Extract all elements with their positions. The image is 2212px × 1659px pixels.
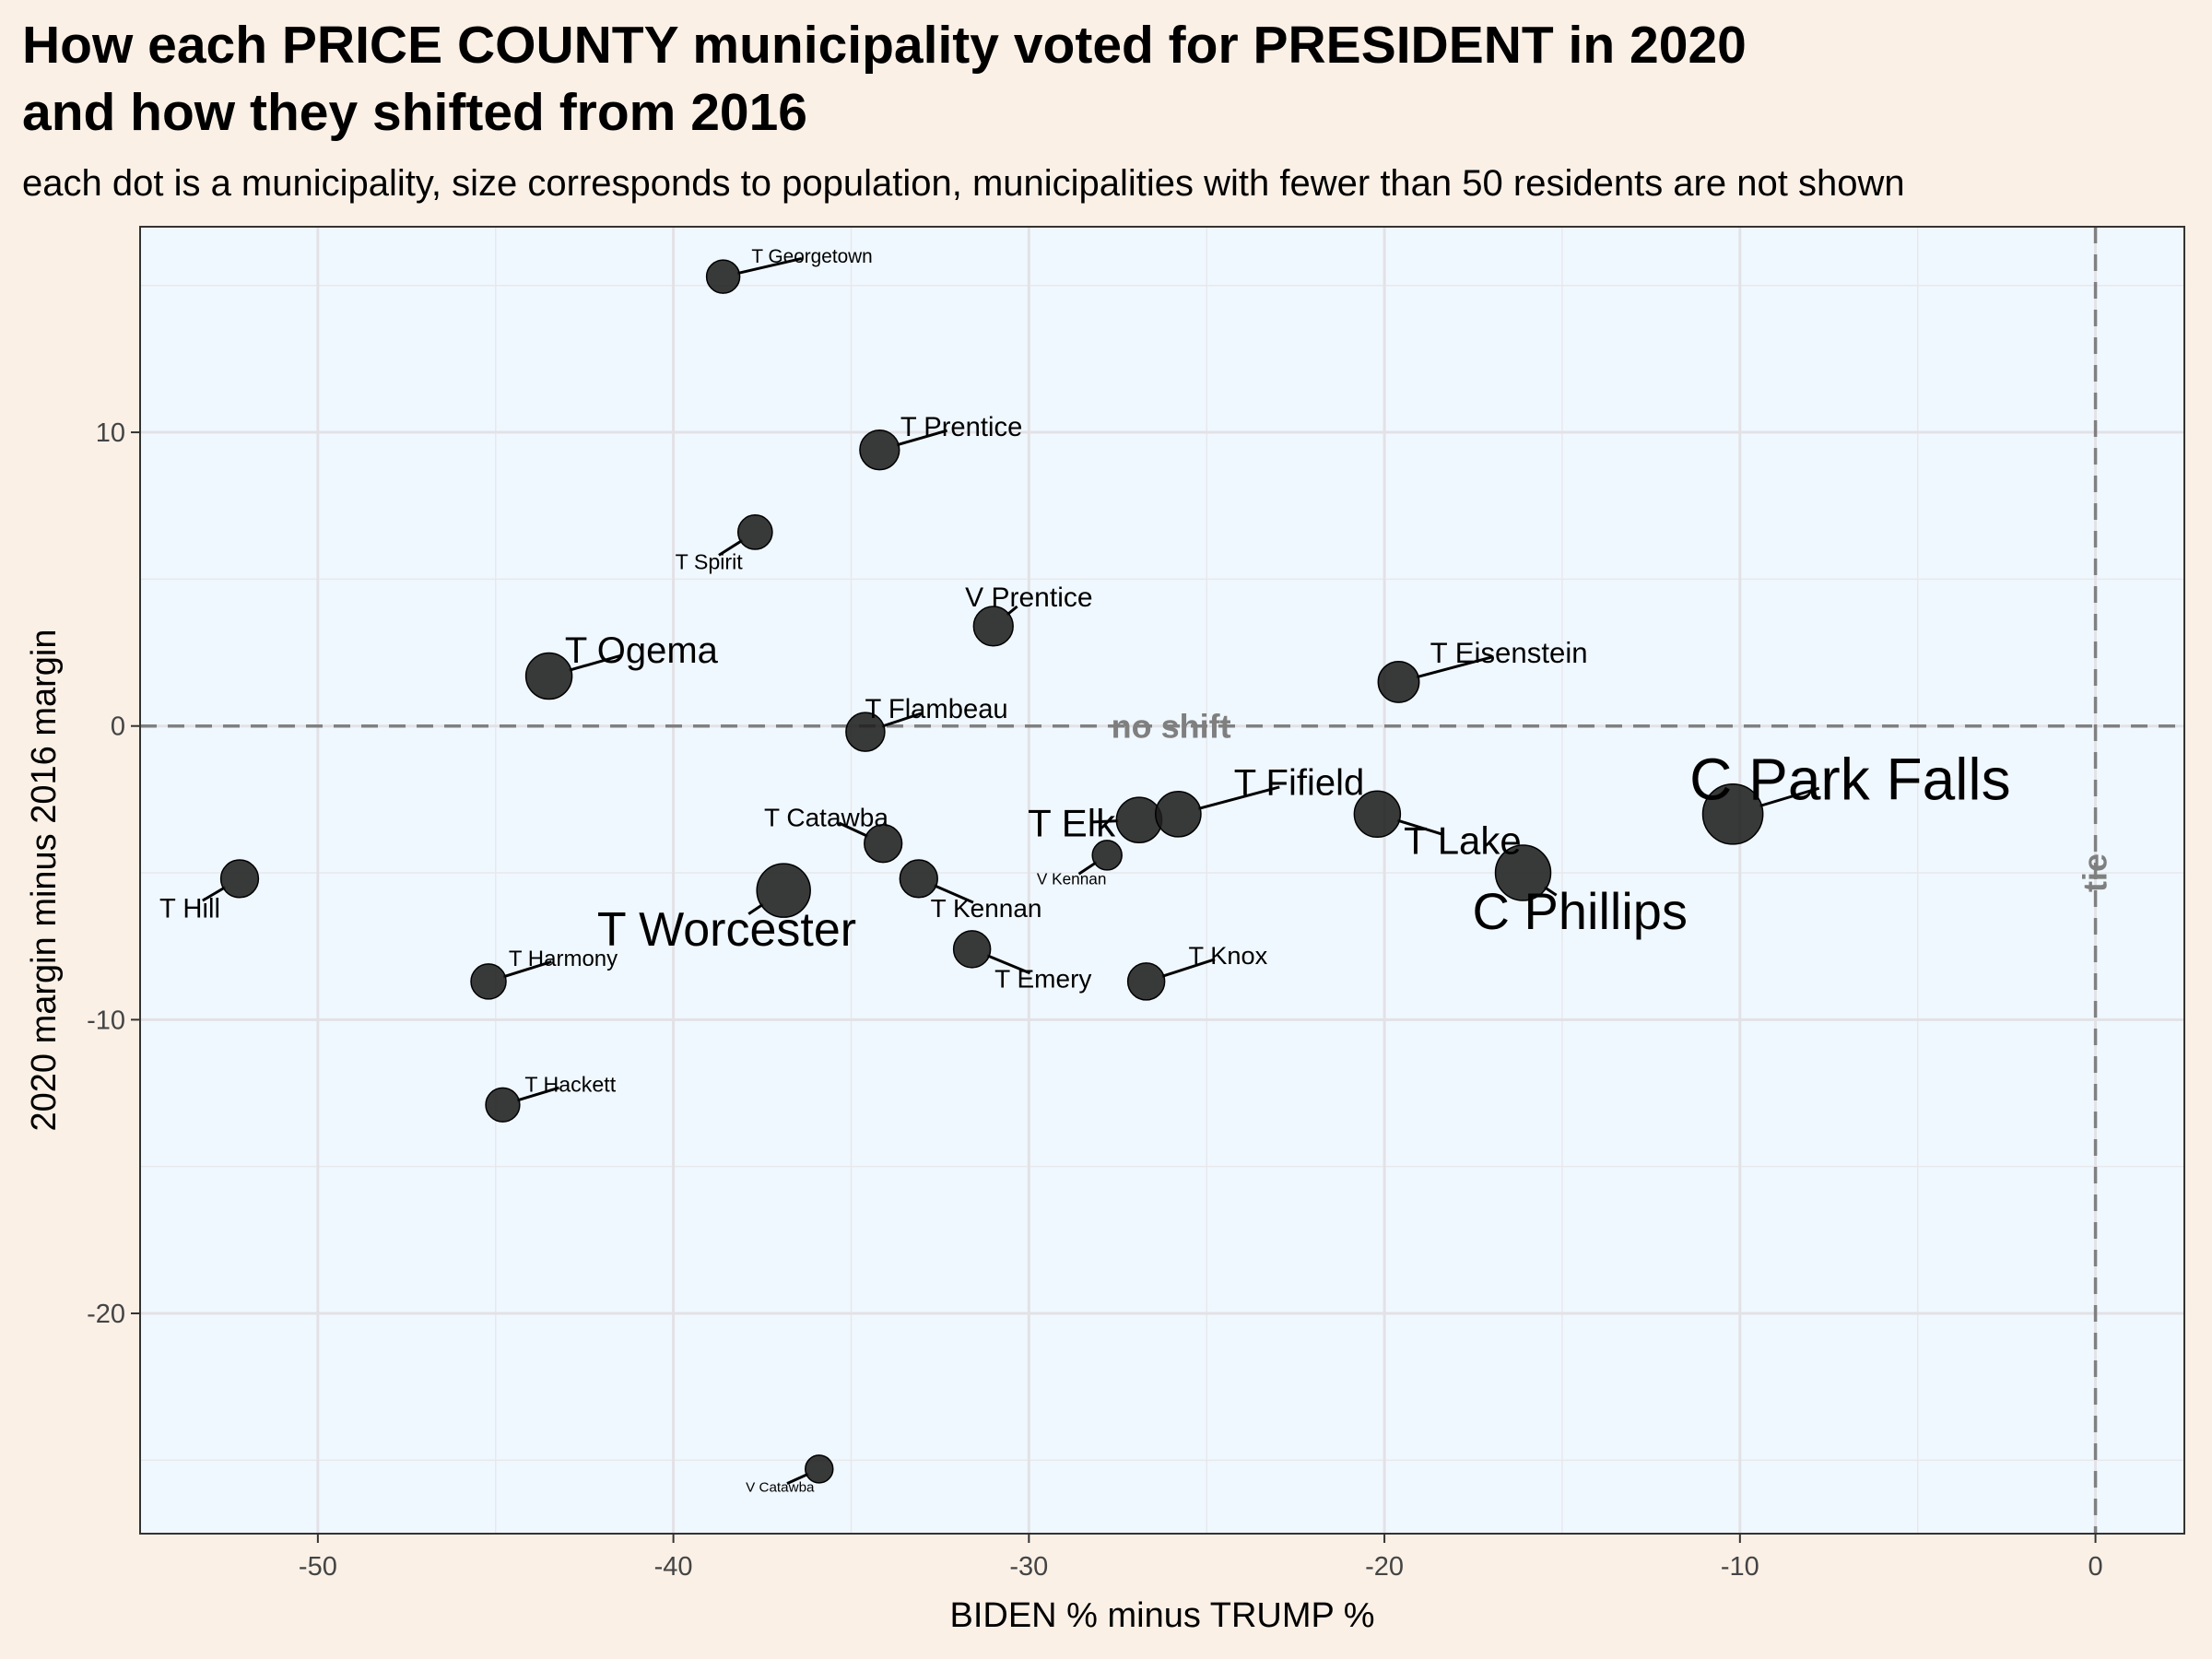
municipality-point bbox=[845, 712, 886, 752]
municipality-point bbox=[864, 824, 903, 864]
municipality-label: T Catawba bbox=[764, 803, 888, 831]
leader-line bbox=[1759, 786, 1820, 807]
no-shift-label: no shift bbox=[1112, 708, 1231, 746]
municipality-label: T Hackett bbox=[524, 1073, 616, 1097]
municipality-point bbox=[899, 859, 938, 899]
municipality-label: V Catawba bbox=[746, 1479, 815, 1495]
leader-line bbox=[1396, 818, 1443, 836]
municipality-label: T Knox bbox=[1189, 941, 1268, 970]
data-points bbox=[219, 259, 1764, 1484]
plot-border bbox=[139, 226, 2185, 1535]
x-axis-title: BIDEN % minus TRUMP % bbox=[949, 1596, 1374, 1635]
municipality-point bbox=[1091, 840, 1123, 871]
leader-line bbox=[1077, 861, 1098, 876]
municipality-point bbox=[1155, 790, 1202, 838]
municipality-label: T Emery bbox=[994, 965, 1091, 994]
y-tick-label: -10 bbox=[87, 1006, 125, 1035]
leader-line bbox=[747, 902, 764, 915]
point-labels: T Georgetown T Prentice T Spirit V Prentice… bbox=[159, 246, 2011, 1495]
plot-panel bbox=[140, 227, 2184, 1534]
leader-line bbox=[1092, 819, 1119, 824]
leader-line bbox=[881, 712, 924, 728]
municipality-point bbox=[1353, 790, 1402, 839]
leader-line bbox=[986, 954, 1031, 975]
leader-line bbox=[202, 886, 226, 902]
municipality-point bbox=[485, 1087, 521, 1123]
leader-line bbox=[718, 539, 744, 557]
leader-line bbox=[896, 429, 948, 447]
x-tick-label: -10 bbox=[1721, 1552, 1759, 1582]
leader-line bbox=[1416, 655, 1494, 679]
municipality-point bbox=[1377, 660, 1420, 703]
leader-line bbox=[502, 959, 552, 979]
x-tick-label: 0 bbox=[2088, 1552, 2102, 1582]
municipality-label: T Ogema bbox=[565, 630, 719, 671]
grid-lines bbox=[139, 227, 2184, 1534]
leader-line bbox=[1197, 785, 1280, 810]
municipality-label: T Harmony bbox=[509, 947, 618, 971]
municipality-point bbox=[736, 514, 773, 550]
municipality-label: T Flambeau bbox=[865, 695, 1007, 724]
leader-line bbox=[516, 1086, 559, 1102]
municipality-label: T Elk bbox=[1028, 802, 1116, 845]
tie-label: tie bbox=[2077, 853, 2114, 892]
municipality-point bbox=[972, 606, 1014, 647]
municipality-label: T Fifield bbox=[1234, 762, 1365, 803]
leader-line bbox=[786, 1472, 809, 1485]
municipality-label: T Spirit bbox=[676, 549, 744, 573]
municipality-point bbox=[705, 259, 741, 294]
x-tick-label: -30 bbox=[1009, 1552, 1048, 1582]
municipality-label: V Prentice bbox=[965, 582, 1092, 613]
chart-title-line1: How each PRICE COUNTY municipality voted… bbox=[22, 16, 1747, 75]
y-tick-label: -20 bbox=[87, 1300, 125, 1329]
municipality-point bbox=[859, 429, 900, 471]
municipality-label: T Worcester bbox=[597, 903, 856, 957]
municipality-point bbox=[1701, 782, 1764, 845]
municipality-label: C Park Falls bbox=[1689, 746, 2011, 812]
x-tick-label: -20 bbox=[1365, 1552, 1404, 1582]
municipality-label: T Lake bbox=[1404, 819, 1522, 863]
reference-lines: no shift tie bbox=[140, 227, 2184, 1534]
municipality-label: T Hill bbox=[159, 894, 220, 924]
municipality-point bbox=[805, 1454, 834, 1484]
x-tick-label: -50 bbox=[299, 1552, 337, 1582]
municipality-label: T Prentice bbox=[900, 413, 1022, 442]
municipality-point bbox=[470, 963, 507, 1000]
municipality-label: T Georgetown bbox=[751, 246, 872, 267]
municipality-point bbox=[952, 930, 992, 969]
y-tick-label: 10 bbox=[96, 418, 125, 448]
municipality-point bbox=[1494, 844, 1552, 901]
chart-subtitle: each dot is a municipality, size corresp… bbox=[22, 163, 1905, 204]
municipality-label: V Kennan bbox=[1037, 869, 1107, 888]
x-tick-label: -40 bbox=[654, 1552, 693, 1582]
leader-line bbox=[1161, 958, 1216, 978]
municipality-point bbox=[1126, 962, 1166, 1001]
municipality-point bbox=[524, 652, 573, 700]
leader-line bbox=[569, 653, 623, 672]
municipality-point bbox=[219, 859, 260, 899]
leader-line bbox=[736, 256, 803, 276]
y-axis-title: 2020 margin minus 2016 margin bbox=[25, 629, 64, 1132]
municipality-point bbox=[756, 863, 811, 918]
leader-line bbox=[934, 884, 974, 904]
municipality-label: C Phillips bbox=[1473, 882, 1688, 940]
leader-line bbox=[838, 821, 869, 838]
y-tick-label: 0 bbox=[111, 712, 125, 742]
municipality-label: T Eisenstein bbox=[1430, 637, 1588, 669]
municipality-point bbox=[1115, 796, 1163, 844]
chart-title-line2: and how they shifted from 2016 bbox=[22, 83, 807, 142]
municipality-label: T Kennan bbox=[931, 894, 1042, 923]
axis-ticks: -50 -40 -30 -20 -10 0 -20 -10 0 10 bbox=[87, 418, 2103, 1582]
